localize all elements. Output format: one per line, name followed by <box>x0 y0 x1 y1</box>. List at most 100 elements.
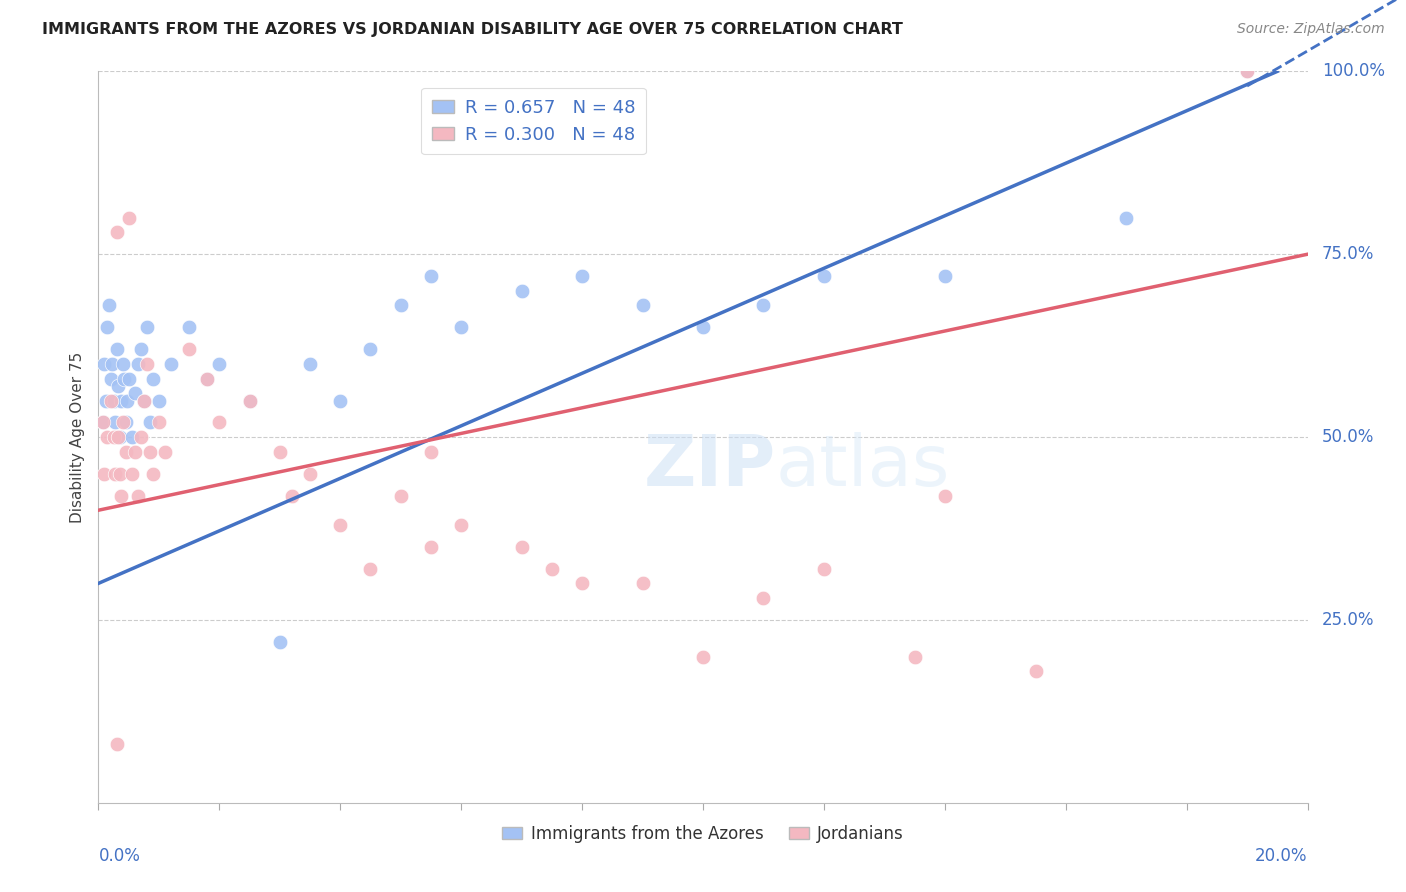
Point <box>208 416 231 430</box>
Text: 75.0%: 75.0% <box>1322 245 1375 263</box>
Point <box>103 430 125 444</box>
Point <box>281 489 304 503</box>
Text: 25.0%: 25.0% <box>1322 611 1375 629</box>
Point <box>124 386 146 401</box>
Point <box>118 211 141 225</box>
Point <box>692 320 714 334</box>
Point <box>112 371 135 385</box>
Point <box>142 371 165 385</box>
Point <box>208 357 231 371</box>
Point <box>142 467 165 481</box>
Text: Source: ZipAtlas.com: Source: ZipAtlas.com <box>1237 22 1385 37</box>
Point <box>104 467 127 481</box>
Point <box>420 269 443 284</box>
Text: 50.0%: 50.0% <box>1322 428 1375 446</box>
Point <box>510 284 533 298</box>
Point <box>389 298 412 312</box>
Text: IMMIGRANTS FROM THE AZORES VS JORDANIAN DISABILITY AGE OVER 75 CORRELATION CHART: IMMIGRANTS FROM THE AZORES VS JORDANIAN … <box>42 22 903 37</box>
Point <box>127 357 149 371</box>
Point <box>132 393 155 408</box>
Point <box>129 343 152 357</box>
Text: atlas: atlas <box>776 432 950 500</box>
Point <box>813 562 835 576</box>
Text: 100.0%: 100.0% <box>1322 62 1385 80</box>
Point <box>269 635 291 649</box>
Point <box>139 444 162 458</box>
Point <box>100 393 122 408</box>
Point <box>179 320 201 334</box>
Point <box>1236 64 1258 78</box>
Point <box>132 393 155 408</box>
Text: 20.0%: 20.0% <box>1256 847 1308 864</box>
Point <box>94 393 117 408</box>
Point <box>98 298 121 312</box>
Point <box>813 269 835 284</box>
Point <box>752 298 775 312</box>
Point <box>93 467 115 481</box>
Point <box>195 371 218 385</box>
Point <box>1236 64 1258 78</box>
Point <box>389 489 412 503</box>
Point <box>107 430 129 444</box>
Point <box>195 371 218 385</box>
Point <box>934 489 956 503</box>
Point <box>114 444 136 458</box>
Point <box>329 517 352 532</box>
Point <box>571 576 593 591</box>
Point <box>299 467 322 481</box>
Point <box>114 416 136 430</box>
Point <box>692 649 714 664</box>
Point <box>107 379 129 393</box>
Point <box>571 269 593 284</box>
Point <box>135 357 157 371</box>
Point <box>111 416 134 430</box>
Legend: Immigrants from the Azores, Jordanians: Immigrants from the Azores, Jordanians <box>496 818 910 849</box>
Point <box>631 576 654 591</box>
Point <box>105 737 128 751</box>
Point <box>93 357 115 371</box>
Point <box>96 430 118 444</box>
Text: 0.0%: 0.0% <box>98 847 141 864</box>
Point <box>1115 211 1137 225</box>
Point <box>105 225 128 239</box>
Point <box>135 320 157 334</box>
Point <box>110 393 132 408</box>
Point <box>540 562 562 576</box>
Point <box>127 489 149 503</box>
Y-axis label: Disability Age Over 75: Disability Age Over 75 <box>70 351 86 523</box>
Point <box>160 357 183 371</box>
Point <box>450 517 472 532</box>
Point <box>450 320 472 334</box>
Point <box>100 357 122 371</box>
Point <box>329 393 352 408</box>
Point <box>179 343 201 357</box>
Point <box>148 416 170 430</box>
Point <box>124 444 146 458</box>
Point <box>121 467 143 481</box>
Point <box>100 371 122 385</box>
Point <box>104 416 127 430</box>
Point <box>103 393 125 408</box>
Point <box>129 430 152 444</box>
Point <box>139 416 162 430</box>
Point <box>108 430 131 444</box>
Point <box>239 393 262 408</box>
Point <box>510 540 533 554</box>
Point <box>91 416 114 430</box>
Point <box>420 444 443 458</box>
Point <box>153 444 176 458</box>
Point <box>904 649 927 664</box>
Point <box>110 489 132 503</box>
Point <box>148 393 170 408</box>
Point <box>108 467 131 481</box>
Point <box>118 371 141 385</box>
Point <box>269 444 291 458</box>
Point <box>121 430 143 444</box>
Point <box>111 357 134 371</box>
Point <box>96 320 118 334</box>
Point <box>752 591 775 605</box>
Point <box>105 343 128 357</box>
Point <box>631 298 654 312</box>
Point <box>420 540 443 554</box>
Point <box>239 393 262 408</box>
